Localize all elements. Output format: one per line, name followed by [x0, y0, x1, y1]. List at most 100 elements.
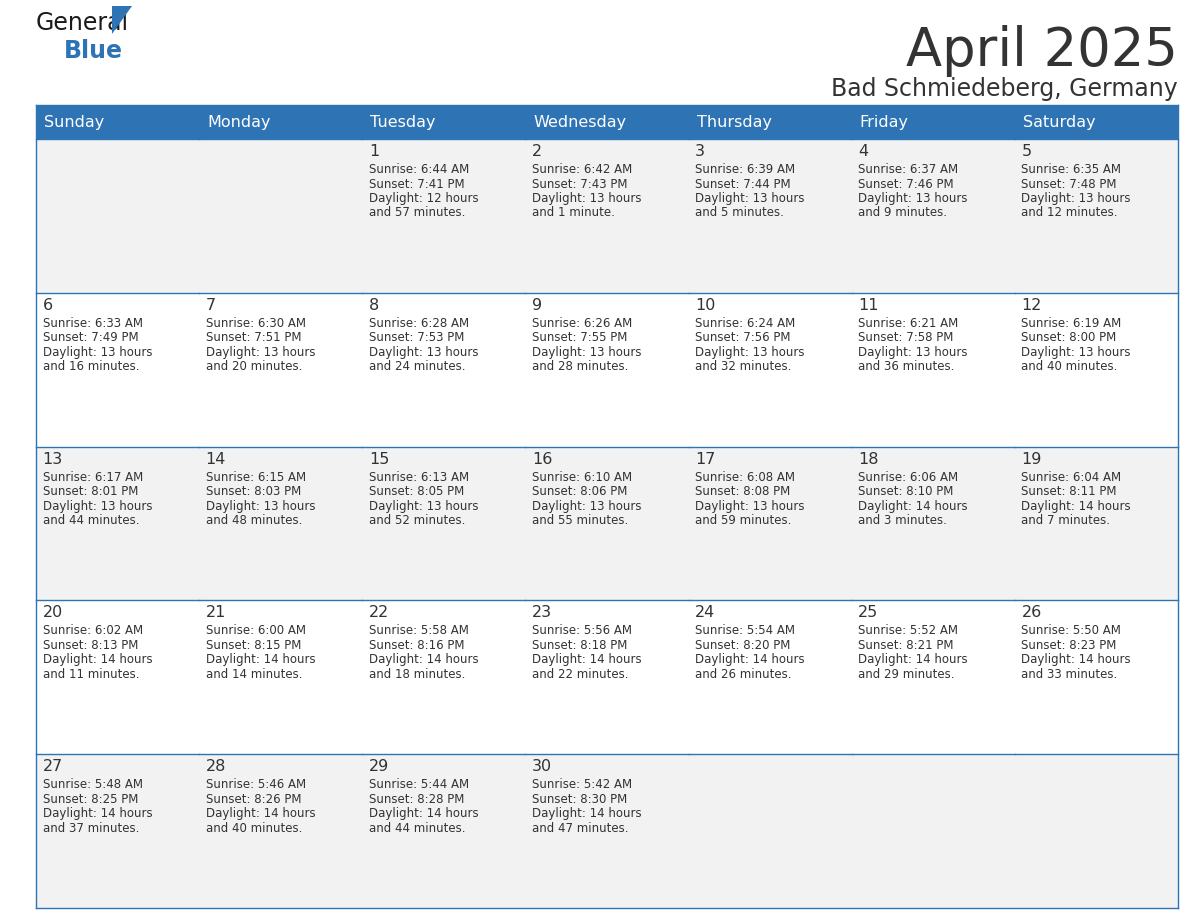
Text: Sunset: 7:53 PM: Sunset: 7:53 PM [368, 331, 465, 344]
Text: Daylight: 13 hours: Daylight: 13 hours [532, 499, 642, 512]
Bar [36, 755, 200, 908]
Text: Sunrise: 6:44 AM: Sunrise: 6:44 AM [368, 163, 469, 176]
Text: Sunrise: 5:44 AM: Sunrise: 5:44 AM [368, 778, 469, 791]
Bar [525, 755, 689, 908]
Text: 13: 13 [43, 452, 63, 466]
Text: and 26 minutes.: and 26 minutes. [695, 668, 791, 681]
Text: and 11 minutes.: and 11 minutes. [43, 668, 139, 681]
Text: Sunset: 8:21 PM: Sunset: 8:21 PM [858, 639, 954, 652]
Text: Thursday: Thursday [696, 115, 772, 129]
Text: Tuesday: Tuesday [371, 115, 436, 129]
Text: 23: 23 [532, 605, 552, 621]
Text: 6: 6 [43, 297, 52, 313]
Text: and 9 minutes.: and 9 minutes. [858, 207, 947, 219]
Bar [200, 446, 362, 600]
Text: and 24 minutes.: and 24 minutes. [368, 360, 466, 374]
Text: Sunset: 7:55 PM: Sunset: 7:55 PM [532, 331, 627, 344]
Text: Daylight: 14 hours: Daylight: 14 hours [1022, 499, 1131, 512]
Text: 16: 16 [532, 452, 552, 466]
Text: April 2025: April 2025 [906, 25, 1178, 77]
Bar [1015, 139, 1178, 293]
Text: and 57 minutes.: and 57 minutes. [368, 207, 466, 219]
Text: Daylight: 13 hours: Daylight: 13 hours [695, 346, 804, 359]
Text: Daylight: 13 hours: Daylight: 13 hours [43, 346, 152, 359]
Text: Sunset: 8:18 PM: Sunset: 8:18 PM [532, 639, 627, 652]
Text: 10: 10 [695, 297, 715, 313]
Text: Sunrise: 5:56 AM: Sunrise: 5:56 AM [532, 624, 632, 637]
Bar [362, 105, 525, 139]
Bar [852, 755, 1015, 908]
Text: Sunset: 7:41 PM: Sunset: 7:41 PM [368, 177, 465, 191]
Bar [362, 446, 525, 600]
Text: 4: 4 [858, 144, 868, 159]
Text: Sunrise: 6:35 AM: Sunrise: 6:35 AM [1022, 163, 1121, 176]
Text: Blue: Blue [64, 39, 124, 63]
Text: Sunset: 7:49 PM: Sunset: 7:49 PM [43, 331, 138, 344]
Text: and 36 minutes.: and 36 minutes. [858, 360, 955, 374]
Text: and 22 minutes.: and 22 minutes. [532, 668, 628, 681]
Bar [852, 105, 1015, 139]
Text: 17: 17 [695, 452, 715, 466]
Text: and 40 minutes.: and 40 minutes. [206, 822, 302, 834]
Text: Daylight: 13 hours: Daylight: 13 hours [858, 192, 968, 205]
Text: Sunrise: 6:30 AM: Sunrise: 6:30 AM [206, 317, 305, 330]
Text: Wednesday: Wednesday [533, 115, 627, 129]
Bar [689, 755, 852, 908]
Text: Daylight: 14 hours: Daylight: 14 hours [695, 654, 804, 666]
Polygon shape [112, 6, 132, 34]
Text: 5: 5 [1022, 144, 1031, 159]
Bar [36, 600, 200, 755]
Text: 29: 29 [368, 759, 388, 774]
Bar [1015, 105, 1178, 139]
Text: 21: 21 [206, 605, 226, 621]
Bar [689, 600, 852, 755]
Text: Daylight: 14 hours: Daylight: 14 hours [206, 807, 315, 820]
Text: Sunday: Sunday [44, 115, 105, 129]
Text: Sunset: 8:06 PM: Sunset: 8:06 PM [532, 485, 627, 498]
Text: Daylight: 13 hours: Daylight: 13 hours [1022, 192, 1131, 205]
Text: Sunrise: 5:52 AM: Sunrise: 5:52 AM [858, 624, 959, 637]
Text: Sunrise: 6:21 AM: Sunrise: 6:21 AM [858, 317, 959, 330]
Text: Sunset: 8:03 PM: Sunset: 8:03 PM [206, 485, 301, 498]
Bar [1015, 446, 1178, 600]
Text: Daylight: 13 hours: Daylight: 13 hours [368, 346, 479, 359]
Text: and 28 minutes.: and 28 minutes. [532, 360, 628, 374]
Text: Sunrise: 6:24 AM: Sunrise: 6:24 AM [695, 317, 795, 330]
Text: and 1 minute.: and 1 minute. [532, 207, 615, 219]
Text: Sunset: 8:20 PM: Sunset: 8:20 PM [695, 639, 790, 652]
Bar [525, 105, 689, 139]
Text: 27: 27 [43, 759, 63, 774]
Text: Daylight: 13 hours: Daylight: 13 hours [532, 346, 642, 359]
Text: Sunrise: 6:42 AM: Sunrise: 6:42 AM [532, 163, 632, 176]
Text: Sunset: 8:11 PM: Sunset: 8:11 PM [1022, 485, 1117, 498]
Text: Daylight: 13 hours: Daylight: 13 hours [206, 346, 315, 359]
Text: Sunrise: 6:04 AM: Sunrise: 6:04 AM [1022, 471, 1121, 484]
Text: General: General [36, 11, 129, 35]
Text: 2: 2 [532, 144, 542, 159]
Text: Sunset: 7:48 PM: Sunset: 7:48 PM [1022, 177, 1117, 191]
Text: and 3 minutes.: and 3 minutes. [858, 514, 947, 527]
Bar [1015, 600, 1178, 755]
Bar [852, 293, 1015, 446]
Bar [362, 293, 525, 446]
Text: 11: 11 [858, 297, 879, 313]
Text: Sunrise: 5:46 AM: Sunrise: 5:46 AM [206, 778, 305, 791]
Text: 15: 15 [368, 452, 390, 466]
Text: Sunset: 8:00 PM: Sunset: 8:00 PM [1022, 331, 1117, 344]
Text: Sunset: 7:43 PM: Sunset: 7:43 PM [532, 177, 627, 191]
Text: and 20 minutes.: and 20 minutes. [206, 360, 302, 374]
Text: Daylight: 12 hours: Daylight: 12 hours [368, 192, 479, 205]
Text: and 52 minutes.: and 52 minutes. [368, 514, 466, 527]
Text: and 48 minutes.: and 48 minutes. [206, 514, 302, 527]
Text: 9: 9 [532, 297, 542, 313]
Text: Sunrise: 5:50 AM: Sunrise: 5:50 AM [1022, 624, 1121, 637]
Bar [200, 755, 362, 908]
Text: and 59 minutes.: and 59 minutes. [695, 514, 791, 527]
Bar [36, 105, 200, 139]
Text: Sunrise: 6:10 AM: Sunrise: 6:10 AM [532, 471, 632, 484]
Text: and 44 minutes.: and 44 minutes. [368, 822, 466, 834]
Bar [525, 446, 689, 600]
Text: Daylight: 13 hours: Daylight: 13 hours [532, 192, 642, 205]
Text: Sunset: 7:51 PM: Sunset: 7:51 PM [206, 331, 302, 344]
Text: 1: 1 [368, 144, 379, 159]
